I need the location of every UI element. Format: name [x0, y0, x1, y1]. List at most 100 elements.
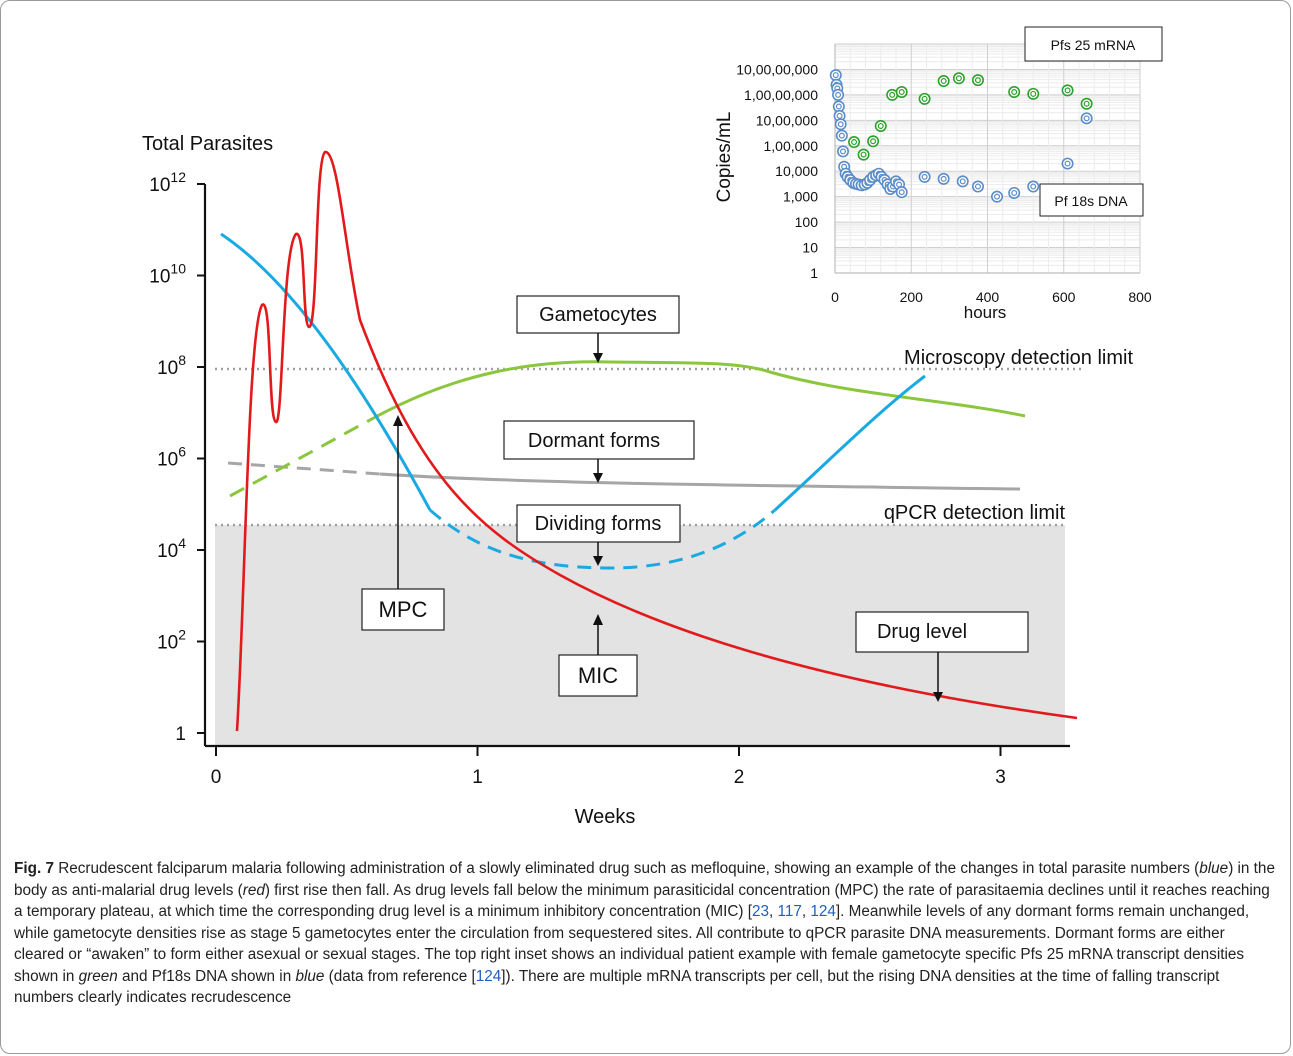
caption-sep-1: ,: [769, 903, 778, 920]
inset-y-tick-label: 1,00,00,000: [744, 87, 818, 103]
y-tick-label: 106: [157, 444, 186, 471]
caption-ref-23[interactable]: 23: [751, 903, 769, 920]
y-tick-label: 102: [157, 627, 186, 654]
inset-legend-dna: Pf 18s DNA: [1054, 193, 1128, 209]
x-tick-label: 1: [472, 767, 483, 788]
pfs-25-mrna-point: [895, 85, 908, 98]
total-parasites-recrudescence-line: [773, 374, 926, 512]
dormant-forms-dashed-line: [227, 461, 381, 476]
caption-text-2: ) in the body as anti-malarial drug leve…: [14, 860, 1275, 899]
mpc-box-label: MPC: [379, 597, 428, 622]
y-axis-ticks: 1012 1010 108 106 104 102 1: [149, 169, 205, 745]
inset-x-tick-label: 600: [1052, 289, 1076, 305]
caption-fig-label: Fig. 7: [14, 860, 54, 877]
inset-y-tick-label: 10: [802, 240, 818, 256]
dormant-forms-line: [379, 472, 1021, 491]
y-tick-label: 1012: [149, 169, 186, 196]
inset-y-tick-label: 1: [810, 265, 818, 281]
pfs-25-mrna-point: [952, 72, 965, 85]
y-axis-label: Total Parasites: [142, 133, 273, 155]
figure-caption: Fig. 7 Recrudescent falciparum malaria f…: [14, 858, 1276, 1009]
inset-x-ticks: 0 200 400 600 800: [831, 289, 1152, 305]
inset-points: [829, 69, 1093, 203]
x-axis-label: Weeks: [575, 806, 636, 828]
dormant-forms-arrowhead: [593, 473, 603, 483]
drug-level-arrowhead: [933, 692, 943, 702]
inset-y-tick-label: 1,000: [783, 189, 818, 205]
pfs-25-mrna-point: [848, 136, 861, 149]
inset-y-tick-label: 10,000: [775, 163, 818, 179]
x-tick-label: 2: [734, 767, 745, 788]
pfs-25-mrna-point: [1080, 97, 1093, 110]
pf-18s-dna-point: [971, 180, 984, 193]
caption-text-4: ]. Meanwhile levels of any dormant forms…: [14, 903, 1250, 985]
inset-grid: [834, 43, 1141, 274]
caption-text-5: and Pf18s DNA shown in: [117, 967, 296, 985]
qpcr-limit-label: qPCR detection limit: [884, 502, 1066, 524]
mic-box: [558, 654, 638, 697]
inset-chart: 1 10 100 1,000 10,000 1,00,000 10,00,000 1,00,0…: [714, 26, 1163, 322]
microscopy-limit-label: Microscopy detection limit: [904, 347, 1133, 369]
gametocytes-arrowhead: [593, 353, 603, 363]
pf-18s-dna-point: [1027, 180, 1040, 193]
caption-text-6: (data from reference [: [324, 967, 476, 985]
caption-text-1: Recrudescent falciparum malaria followin…: [53, 860, 1200, 877]
dormant-forms-box-label: Dormant forms: [528, 430, 660, 452]
pfs-25-mrna-point: [1008, 85, 1021, 98]
inset-x-tick-label: 0: [831, 289, 839, 305]
pf-18s-dna-point: [837, 145, 850, 158]
gametocytes-box-label: Gametocytes: [539, 304, 657, 326]
caption-red-1: red: [242, 881, 265, 899]
caption-ref-124[interactable]: 124: [810, 903, 836, 920]
gametocytes-dashed-line: [229, 418, 371, 498]
inset-x-tick-label: 200: [900, 289, 924, 305]
inset-x-tick-label: 800: [1128, 289, 1152, 305]
pfs-25-mrna-point: [971, 74, 984, 87]
x-tick-label: 3: [995, 767, 1006, 788]
pf-18s-dna-point: [895, 186, 908, 199]
mic-box-label: MIC: [578, 663, 618, 688]
x-axis-ticks: 0 1 2 3: [211, 746, 1006, 788]
pf-18s-dna-point: [918, 170, 931, 183]
pfs-25-mrna-point: [937, 75, 950, 88]
y-tick-label: 108: [157, 352, 186, 379]
pfs-25-mrna-point: [857, 148, 870, 161]
pf-18s-dna-point: [834, 118, 847, 131]
dormant-forms-box: [503, 420, 695, 460]
caption-text-7: ]). There are multiple mRNA transcripts …: [14, 967, 1220, 1007]
inset-x-tick-label: 400: [976, 289, 1000, 305]
inset-y-axis-label: Copies/mL: [714, 112, 735, 203]
drug-level-box: [855, 611, 1029, 653]
inset-x-axis-label: hours: [964, 303, 1007, 322]
pfs-25-mrna-point: [874, 119, 887, 132]
inset-y-tick-label: 10,00,000: [756, 112, 818, 128]
pf-18s-dna-point: [937, 172, 950, 185]
inset-y-tick-label: 100: [795, 214, 819, 230]
pfs-25-mrna-point: [886, 88, 899, 101]
inset-legend-mrna-box: [1024, 26, 1163, 62]
y-tick-label: 104: [157, 535, 186, 562]
inset-legend-mrna: Pfs 25 mRNA: [1051, 37, 1136, 53]
pfs-25-mrna-point: [1027, 87, 1040, 100]
dividing-forms-arrowhead: [593, 556, 603, 566]
caption-green-1: green: [78, 967, 118, 985]
pf-18s-dna-point: [835, 129, 848, 142]
inset-y-ticks: 1 10 100 1,000 10,000 1,00,000 10,00,000 1,00,0…: [736, 61, 818, 281]
pf-18s-dna-point: [1008, 186, 1021, 199]
caption-text-3: ) first rise then fall. As drug levels f…: [14, 881, 1270, 921]
pfs-25-mrna-point: [1061, 84, 1074, 97]
mpc-box: [361, 588, 445, 631]
caption-ref-117[interactable]: 117: [777, 903, 802, 920]
y-tick-label: 1010: [149, 261, 186, 288]
total-parasites-line: [220, 232, 432, 511]
drug-level-box-label: Drug level: [877, 621, 967, 643]
caption-ref-124b[interactable]: 124: [475, 967, 502, 985]
pfs-25-mrna-point: [918, 92, 931, 105]
inset-y-tick-label: 1,00,000: [764, 138, 819, 154]
caption-blue-2: blue: [295, 967, 325, 985]
pf-18s-dna-point: [991, 190, 1004, 203]
caption-sep-2: ,: [801, 903, 811, 920]
